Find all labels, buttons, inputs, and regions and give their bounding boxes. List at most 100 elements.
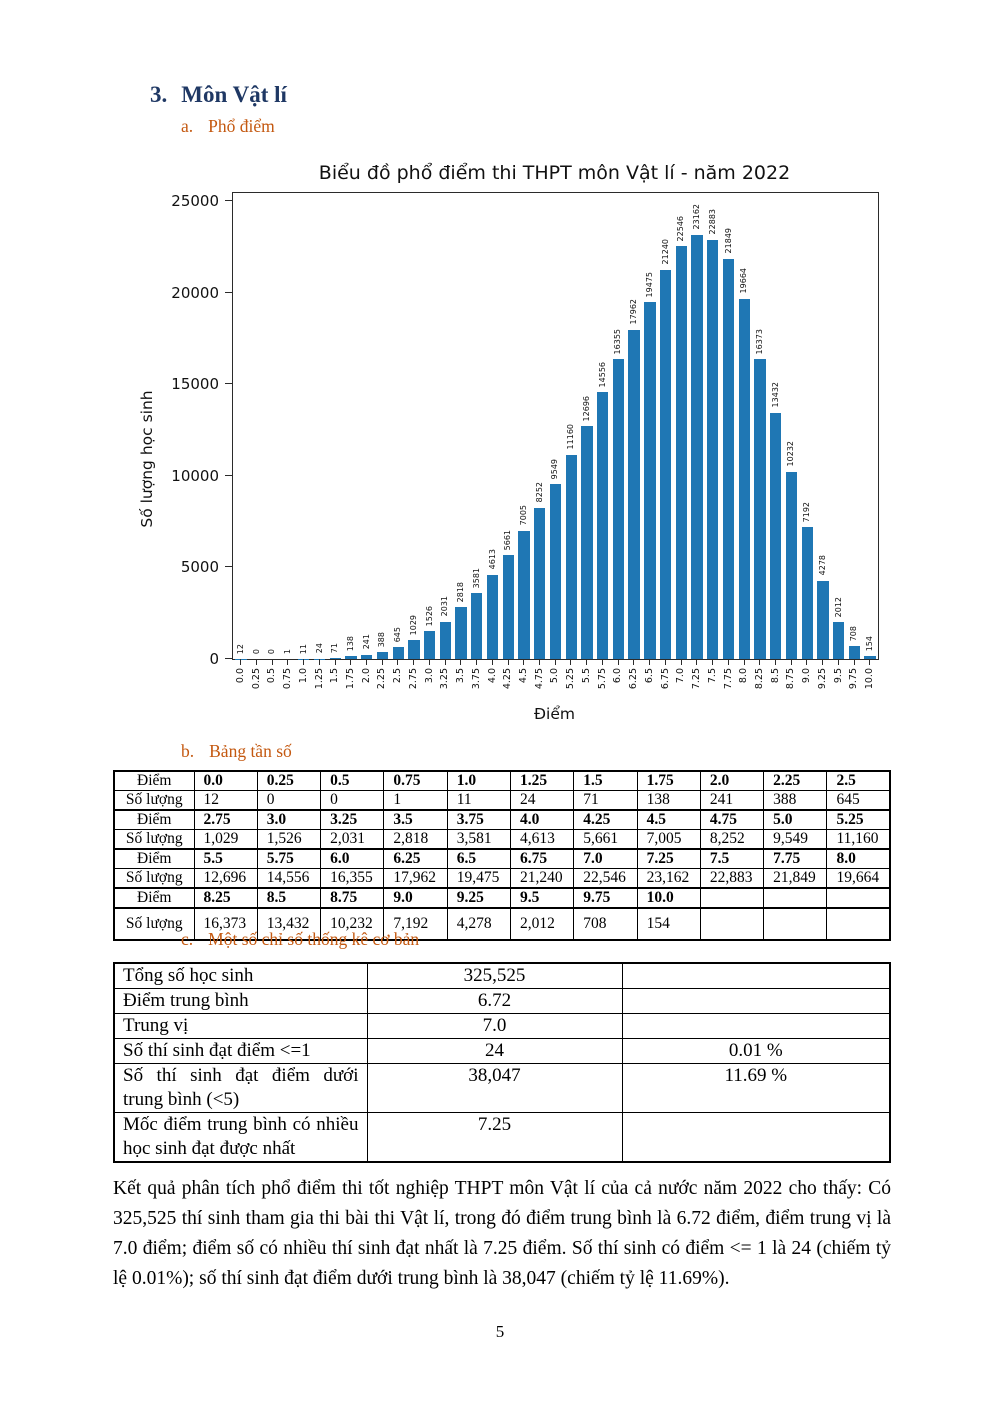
bar-9.0 bbox=[801, 527, 813, 659]
x-tick-label: 9.75 bbox=[847, 668, 863, 692]
bar-value-label: 2818 bbox=[453, 582, 469, 604]
freq-count-value: 21,849 bbox=[763, 868, 828, 889]
freq-row-label: Điểm bbox=[113, 848, 195, 869]
x-axis-tick bbox=[649, 659, 651, 665]
y-axis-tick bbox=[225, 291, 232, 293]
freq-score-value: 7.0 bbox=[573, 848, 638, 869]
bar-9.25 bbox=[817, 580, 829, 659]
x-tick-label: 8.25 bbox=[752, 668, 768, 692]
bar-value-label: 23162 bbox=[689, 204, 705, 231]
freq-score-value: 7.75 bbox=[763, 848, 828, 869]
stat-label: Số thí sinh đạt điểm dưới trung bình (<5… bbox=[113, 1063, 368, 1113]
bar-4.75 bbox=[534, 507, 546, 659]
bar-value-label: 11 bbox=[296, 644, 312, 656]
freq-score-value: 6.25 bbox=[383, 848, 448, 869]
vertical-text: 1526 bbox=[424, 605, 434, 627]
stat-value: 38,047 bbox=[366, 1063, 623, 1113]
freq-score-value: 0.75 bbox=[383, 770, 448, 791]
bar-value-label: 10232 bbox=[784, 441, 800, 468]
freq-count-value: 0 bbox=[256, 790, 322, 811]
section-heading: 3. Môn Vật lí bbox=[150, 82, 287, 108]
x-axis-tick bbox=[790, 659, 792, 665]
bar-3.0 bbox=[423, 631, 436, 659]
frequency-table: Điểm 0.0 0.25 0.5 0.75 1.0 1.25 1.5 1.75 2.0 2.25 2… bbox=[113, 770, 892, 941]
vertical-text: 21849 bbox=[723, 228, 733, 254]
subheading-a-title: Phổ điểm bbox=[208, 116, 275, 136]
x-tick-label: 9.5 bbox=[831, 668, 847, 686]
freq-count-value: 7,005 bbox=[636, 829, 701, 850]
bar-value-label: 0 bbox=[249, 648, 265, 656]
x-tick-label: 6.0 bbox=[611, 668, 627, 686]
x-axis-tick bbox=[586, 659, 588, 665]
freq-count-value: 12,696 bbox=[193, 868, 258, 889]
bar-value-label: 0 bbox=[264, 648, 280, 656]
bar-value-label: 1 bbox=[280, 648, 296, 656]
x-tick-label: 3.25 bbox=[438, 668, 454, 692]
freq-count-row: Số lượng 16,373 13,432 10,232 7,192 4,278 2,01… bbox=[113, 907, 891, 941]
vertical-text: 12 bbox=[235, 643, 245, 654]
y-tick-label: 15000 bbox=[171, 375, 219, 394]
x-axis-tick bbox=[303, 659, 305, 665]
freq-count-value: 241 bbox=[699, 790, 765, 811]
vertical-text: 0.5 bbox=[266, 668, 278, 684]
freq-score-value: 6.5 bbox=[446, 848, 511, 869]
freq-row-label: Điểm bbox=[113, 809, 195, 830]
vertical-text: 8.0 bbox=[738, 668, 750, 684]
vertical-text: 1.75 bbox=[344, 668, 356, 690]
bar-7.5 bbox=[707, 239, 719, 659]
freq-score-row: Điểm 2.75 3.0 3.25 3.5 3.75 4.0 4.25 4.5 4.75 5.0 5… bbox=[113, 809, 891, 830]
bar-value-label: 12 bbox=[233, 644, 249, 656]
freq-count-value: 16,373 bbox=[193, 907, 258, 941]
vertical-text: 4.5 bbox=[518, 668, 530, 684]
x-axis-tick bbox=[539, 659, 541, 665]
x-axis-tick bbox=[822, 659, 824, 665]
vertical-text: 11160 bbox=[566, 424, 576, 450]
freq-score-value: 8.75 bbox=[320, 887, 385, 909]
bar-3.5 bbox=[455, 607, 467, 659]
bar-value-label: 17962 bbox=[626, 299, 642, 326]
x-tick-label: 2.25 bbox=[375, 668, 391, 692]
freq-score-value: 8.0 bbox=[826, 848, 891, 869]
freq-score-value: 1.75 bbox=[636, 770, 701, 791]
x-axis-tick bbox=[428, 659, 430, 665]
bar-value-label: 71 bbox=[327, 643, 343, 655]
x-axis-tick bbox=[853, 659, 855, 665]
freq-score-value: 2.0 bbox=[699, 770, 765, 791]
freq-score-value: 1.0 bbox=[446, 770, 511, 791]
bar-value-label: 11160 bbox=[563, 424, 579, 451]
x-axis-tick bbox=[444, 659, 446, 665]
y-tick-label: 5000 bbox=[180, 558, 219, 577]
vertical-text: 8.5 bbox=[769, 668, 781, 684]
x-axis-tick bbox=[743, 659, 745, 665]
freq-score-value bbox=[763, 887, 828, 909]
vertical-text: 7.5 bbox=[706, 668, 718, 684]
stat-value: 24 bbox=[366, 1038, 623, 1064]
x-tick-label: 8.75 bbox=[784, 668, 800, 692]
bar-value-label: 4613 bbox=[485, 549, 501, 571]
vertical-text: 708 bbox=[849, 625, 859, 642]
y-tick-label: 10000 bbox=[171, 466, 219, 485]
freq-count-value: 21,240 bbox=[509, 868, 575, 889]
section-title: Môn Vật lí bbox=[181, 82, 287, 107]
vertical-text: 5.25 bbox=[565, 668, 577, 690]
freq-count-value: 13,432 bbox=[256, 907, 322, 941]
x-axis-tick bbox=[712, 659, 714, 665]
freq-count-value: 17,962 bbox=[383, 868, 448, 889]
vertical-text: 16373 bbox=[755, 328, 764, 355]
bar-5.75 bbox=[597, 392, 609, 659]
subheading-b-number: b. bbox=[181, 741, 195, 761]
y-axis-tick bbox=[225, 200, 232, 201]
x-axis-tick bbox=[759, 659, 761, 665]
vertical-text: 4278 bbox=[817, 555, 827, 576]
freq-score-value: 6.75 bbox=[509, 848, 575, 869]
x-tick-label: 4.0 bbox=[485, 668, 501, 686]
stat-label: Số thí sinh đạt điểm <=1 bbox=[113, 1038, 368, 1064]
chart-title: Biểu đồ phổ điểm thi THPT môn Vật lí - n… bbox=[318, 162, 791, 184]
vertical-text: 6.5 bbox=[643, 668, 655, 684]
bar-value-label: 2012 bbox=[831, 597, 847, 619]
vertical-text: 8252 bbox=[534, 482, 544, 503]
vertical-text: 2.75 bbox=[407, 668, 419, 690]
x-axis-tick bbox=[696, 659, 698, 665]
stat-percent: 0.01 % bbox=[621, 1038, 891, 1064]
freq-count-value: 8,252 bbox=[699, 829, 765, 850]
